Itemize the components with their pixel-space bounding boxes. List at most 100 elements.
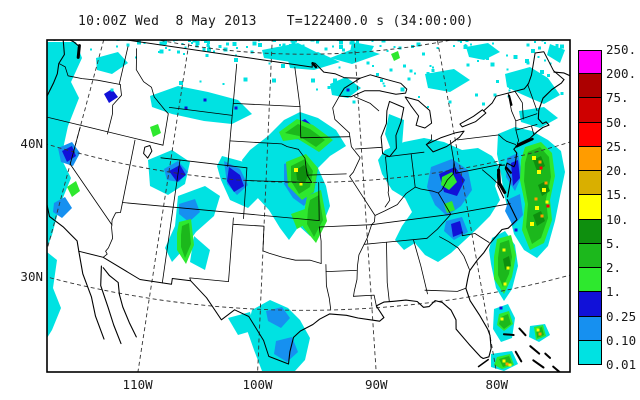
precip-speck <box>264 2 266 4</box>
precip-blob-dodger <box>505 194 523 226</box>
precip-speck <box>327 14 329 16</box>
precip-speck <box>130 13 132 15</box>
precip-speck <box>437 19 439 21</box>
precip-speck <box>210 31 212 33</box>
precip-speck <box>154 23 157 26</box>
precip-speck <box>164 26 167 29</box>
precip-speck <box>316 88 319 91</box>
precip-speck <box>277 19 280 22</box>
plot-title: 10:00Z Wed 8 May 2013 T=122400.0 s (34:00… <box>78 14 474 29</box>
precip-speck <box>18 9 21 12</box>
precip-speck <box>362 0 364 1</box>
precip-speck <box>74 15 76 17</box>
precip-speck <box>7 13 9 15</box>
precip-speck <box>126 43 130 47</box>
precip-speck <box>183 36 186 39</box>
precip-speck <box>527 10 529 12</box>
map-boundary-line <box>413 239 428 295</box>
precip-speck <box>346 24 348 26</box>
precip-speck <box>233 32 237 36</box>
precip-speck <box>350 40 355 43</box>
precip-speck <box>94 45 97 48</box>
colorbar-label-50: 50. <box>606 114 629 130</box>
precip-speck <box>221 26 223 28</box>
precip-speck <box>200 33 202 35</box>
precip-speck <box>89 21 91 23</box>
map-boundary-line <box>118 46 129 85</box>
precip-speck <box>125 28 127 30</box>
precip-speck <box>560 14 563 17</box>
precip-speck <box>110 88 114 92</box>
precip-speck <box>570 76 573 79</box>
precip-speck <box>96 21 100 25</box>
precip-speck <box>482 102 486 106</box>
map-boundary-line <box>69 126 113 226</box>
precip-speck <box>421 25 423 27</box>
precip-speck <box>290 40 294 43</box>
precip-speck <box>337 29 340 32</box>
precip-speck <box>232 41 237 46</box>
precip-speck <box>352 25 355 28</box>
precip-core-dot-yellow <box>502 248 506 252</box>
colorbar-cell-red2 <box>578 97 602 123</box>
precip-speck <box>466 21 469 24</box>
map-boundary-line <box>386 242 390 302</box>
precip-speck <box>144 12 147 15</box>
map-boundary-line <box>332 95 350 134</box>
lon-label-80w: 80W <box>485 377 509 392</box>
precip-speck <box>523 32 526 35</box>
precip-speck <box>273 34 275 36</box>
precip-speck <box>478 28 480 30</box>
map-boundary-line <box>243 167 248 219</box>
precip-core-dot-blue <box>203 98 207 102</box>
precip-speck <box>297 19 300 22</box>
precip-speck <box>83 21 86 24</box>
colorbar-label-15: 15. <box>606 187 629 203</box>
precip-speck <box>144 26 147 29</box>
precip-speck <box>312 22 314 24</box>
lake-outline <box>143 145 153 159</box>
precip-speck <box>236 46 238 49</box>
precip-speck <box>539 25 543 29</box>
precip-speck <box>464 26 466 28</box>
precip-speck <box>521 29 524 32</box>
precip-speck <box>446 34 448 36</box>
precip-speck <box>196 13 199 16</box>
precip-speck <box>123 26 127 30</box>
precip-blob-cyan <box>350 42 374 58</box>
precip-speck <box>44 0 47 3</box>
precip-speck <box>177 19 180 22</box>
map-boundary-line <box>100 265 122 345</box>
precip-core-dot-blue <box>346 88 350 92</box>
map-boundary-line <box>78 251 105 340</box>
colorbar-label-010: 0.10 <box>606 332 637 348</box>
precip-speck <box>220 21 224 25</box>
precip-speck <box>538 18 540 20</box>
map-outline-layer <box>47 40 570 372</box>
precip-speck <box>348 52 352 56</box>
precip-speck <box>198 0 200 2</box>
precip-core-dot-yellow <box>502 359 506 363</box>
precip-speck <box>475 30 478 33</box>
precip-speck <box>506 25 508 27</box>
precip-speck <box>502 28 505 31</box>
precip-speck <box>296 36 298 38</box>
precip-speck <box>228 23 231 26</box>
precip-speck <box>507 95 510 98</box>
lake-outline <box>338 74 408 98</box>
precip-speck <box>509 19 512 22</box>
precip-speck <box>352 100 356 104</box>
precip-speck <box>85 2 88 5</box>
water-body-stroke <box>552 365 561 372</box>
precip-speck <box>532 28 535 31</box>
map-boundary-line <box>47 116 164 146</box>
precip-speck <box>89 21 91 23</box>
precip-speck <box>534 18 536 20</box>
precip-core-dot-orange <box>538 160 542 164</box>
precip-speck <box>241 32 243 34</box>
colorbar-label-200: 200. <box>606 66 637 82</box>
precip-speck <box>607 6 609 8</box>
precip-speck <box>204 14 208 18</box>
precip-speck <box>199 21 201 23</box>
